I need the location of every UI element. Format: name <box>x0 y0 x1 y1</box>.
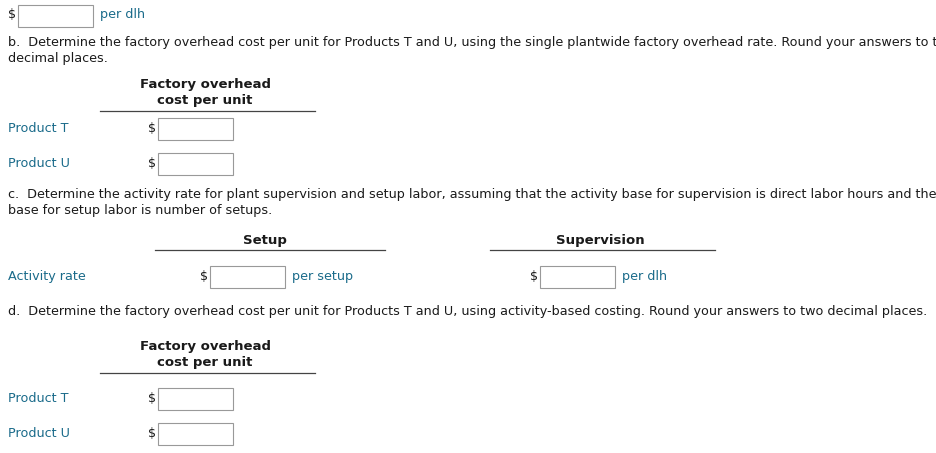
Text: Product T: Product T <box>8 122 68 135</box>
Text: Factory overhead: Factory overhead <box>139 340 271 353</box>
FancyBboxPatch shape <box>210 266 285 288</box>
Text: decimal places.: decimal places. <box>8 52 108 65</box>
Text: cost per unit: cost per unit <box>157 94 253 107</box>
Text: $: $ <box>8 8 16 21</box>
Text: d.  Determine the factory overhead cost per unit for Products T and U, using act: d. Determine the factory overhead cost p… <box>8 305 928 318</box>
FancyBboxPatch shape <box>158 388 233 410</box>
Text: $: $ <box>200 270 208 283</box>
Text: per setup: per setup <box>292 270 353 283</box>
FancyBboxPatch shape <box>18 5 93 27</box>
FancyBboxPatch shape <box>158 118 233 140</box>
Text: per dlh: per dlh <box>100 8 145 21</box>
Text: $: $ <box>148 157 156 170</box>
Text: c.  Determine the activity rate for plant supervision and setup labor, assuming : c. Determine the activity rate for plant… <box>8 188 936 201</box>
Text: $: $ <box>148 392 156 405</box>
Text: $: $ <box>148 122 156 135</box>
Text: Setup: Setup <box>243 234 287 247</box>
Text: per dlh: per dlh <box>622 270 667 283</box>
Text: $: $ <box>148 427 156 440</box>
Text: Product U: Product U <box>8 157 70 170</box>
Text: b.  Determine the factory overhead cost per unit for Products T and U, using the: b. Determine the factory overhead cost p… <box>8 36 936 49</box>
FancyBboxPatch shape <box>158 153 233 175</box>
Text: base for setup labor is number of setups.: base for setup labor is number of setups… <box>8 204 272 217</box>
Text: Product T: Product T <box>8 392 68 405</box>
Text: Product U: Product U <box>8 427 70 440</box>
FancyBboxPatch shape <box>158 423 233 445</box>
Text: Activity rate: Activity rate <box>8 270 86 283</box>
Text: Factory overhead: Factory overhead <box>139 78 271 91</box>
Text: cost per unit: cost per unit <box>157 356 253 369</box>
Text: Supervision: Supervision <box>556 234 644 247</box>
FancyBboxPatch shape <box>540 266 615 288</box>
Text: $: $ <box>530 270 538 283</box>
